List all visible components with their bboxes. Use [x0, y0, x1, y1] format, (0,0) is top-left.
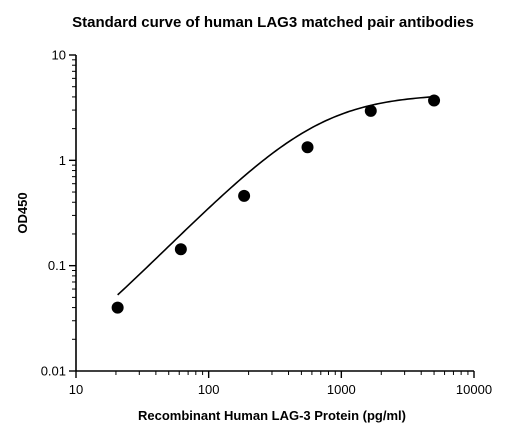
- y-tick-label: 0.01: [41, 364, 66, 379]
- x-axis-label: Recombinant Human LAG-3 Protein (pg/ml): [138, 408, 406, 423]
- fit-curve: [117, 95, 435, 296]
- y-tick-label: 0.1: [48, 258, 66, 273]
- chart-title: Standard curve of human LAG3 matched pai…: [72, 14, 474, 31]
- y-tick-label: 1: [59, 153, 66, 168]
- data-point: [174, 243, 187, 256]
- axis-ticks: 0.01 0.1 1 10 10 100 1000 10000: [41, 48, 492, 398]
- y-tick-label: 10: [52, 48, 66, 63]
- data-points: [111, 94, 441, 314]
- data-point: [428, 94, 441, 107]
- x-tick-label: 10000: [456, 382, 492, 397]
- data-point: [238, 189, 251, 202]
- fit-curve-group: [117, 95, 435, 296]
- data-point: [111, 301, 124, 314]
- data-point: [364, 104, 377, 117]
- data-point: [301, 141, 314, 154]
- x-tick-label: 10: [69, 382, 83, 397]
- x-tick-label: 100: [198, 382, 220, 397]
- axes: [75, 55, 474, 372]
- x-tick-label: 1000: [327, 382, 356, 397]
- y-axis-label: OD450: [15, 192, 30, 233]
